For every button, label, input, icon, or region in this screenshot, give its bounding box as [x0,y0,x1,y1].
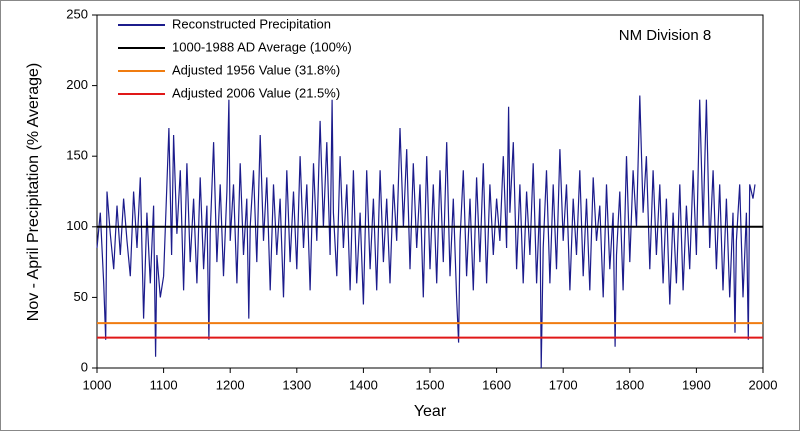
x-tick-label: 1000 [83,377,112,392]
legend-label: 1000-1988 AD Average (100%) [172,39,352,54]
legend-label: Adjusted 1956 Value (31.8%) [172,62,340,77]
x-tick-label: 1500 [416,377,445,392]
x-tick-label: 1100 [150,377,178,392]
x-tick-label: 1900 [682,377,711,392]
x-tick-label: 2000 [749,377,778,392]
y-tick-label: 200 [66,77,88,92]
x-tick-label: 1800 [615,377,644,392]
x-tick-label: 1200 [216,377,245,392]
x-tick-label: 1700 [549,377,578,392]
y-tick-label: 250 [66,6,88,21]
x-axis-label: Year [414,403,447,420]
y-tick-label: 50 [74,289,88,304]
y-axis-label: Nov - April Precipitation (% Average) [25,63,42,321]
legend-label: Adjusted 2006 Value (21.5%) [172,85,340,100]
legend-label: Reconstructed Precipitation [172,16,331,31]
x-tick-label: 1400 [349,377,378,392]
x-tick-label: 1300 [282,377,311,392]
x-tick-label: 1600 [482,377,511,392]
y-tick-label: 150 [66,148,88,163]
y-tick-label: 0 [81,359,88,374]
y-tick-label: 100 [66,218,88,233]
annotation: NM Division 8 [619,27,712,44]
